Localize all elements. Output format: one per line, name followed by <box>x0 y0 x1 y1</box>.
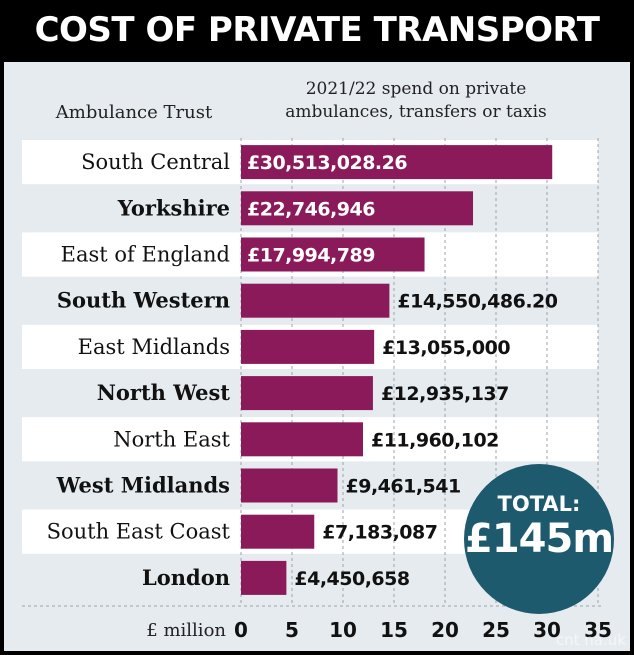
bar-south-western <box>241 283 390 318</box>
x-axis-label: £ million <box>146 620 226 641</box>
category-label: West Midlands <box>56 473 230 498</box>
watermark: cnt na.uk <box>555 631 626 649</box>
x-tick-label: 15 <box>380 618 408 642</box>
bar-south-central <box>241 145 553 180</box>
x-tick-label: 35 <box>584 618 612 642</box>
bar-yorkshire <box>241 191 474 226</box>
value-label: £14,550,486.20 <box>397 291 557 313</box>
x-tick-label: 0 <box>234 618 248 642</box>
bar-south-east-coast <box>241 514 315 549</box>
x-tick-label: 30 <box>533 618 561 642</box>
bar-chart: South Central £30,513,028.26 Yorkshire £22,… <box>22 138 612 642</box>
category-label: East of England <box>61 243 230 267</box>
x-tick-label: 20 <box>431 618 459 642</box>
value-label: £11,960,102 <box>371 429 499 451</box>
total-value: £145m <box>464 516 614 562</box>
total-label: TOTAL: <box>497 492 581 516</box>
category-label: North East <box>113 427 230 451</box>
total-badge: TOTAL: £145m <box>464 464 614 614</box>
value-label: £12,935,137 <box>381 383 509 405</box>
bar-east-midlands <box>241 329 375 364</box>
bar-east-of-england <box>241 237 425 272</box>
category-label: South Central <box>81 150 230 174</box>
chart-title: COST OF PRIVATE TRANSPORT <box>34 10 600 50</box>
value-label: £7,183,087 <box>322 522 437 544</box>
x-tick-label: 5 <box>285 618 299 642</box>
bar-london <box>241 560 287 595</box>
bar-west-midlands <box>241 468 338 503</box>
category-label: South Western <box>57 288 230 313</box>
title-bar: COST OF PRIVATE TRANSPORT <box>4 4 630 62</box>
infographic-card: COST OF PRIVATE TRANSPORT Ambulance Trus… <box>4 4 630 651</box>
category-label: Yorkshire <box>117 195 230 220</box>
value-label: £13,055,000 <box>382 337 510 359</box>
x-tick-label: 10 <box>329 618 357 642</box>
bar-north-east <box>241 422 363 457</box>
category-label: North West <box>97 380 231 405</box>
value-label: £22,746,946 <box>247 198 375 220</box>
category-label: East Midlands <box>78 335 230 359</box>
bar-north-west <box>241 376 373 411</box>
x-tick-label: 25 <box>482 618 510 642</box>
value-label: £17,994,789 <box>247 245 375 267</box>
category-column-header: Ambulance Trust <box>55 102 213 123</box>
value-column-header: 2021/22 spend on private ambulances, tra… <box>285 79 547 122</box>
value-label: £9,461,541 <box>346 476 461 498</box>
value-label: £30,513,028.26 <box>247 152 407 174</box>
value-label: £4,450,658 <box>294 568 409 590</box>
category-label: London <box>142 565 230 590</box>
category-label: South East Coast <box>47 520 231 544</box>
